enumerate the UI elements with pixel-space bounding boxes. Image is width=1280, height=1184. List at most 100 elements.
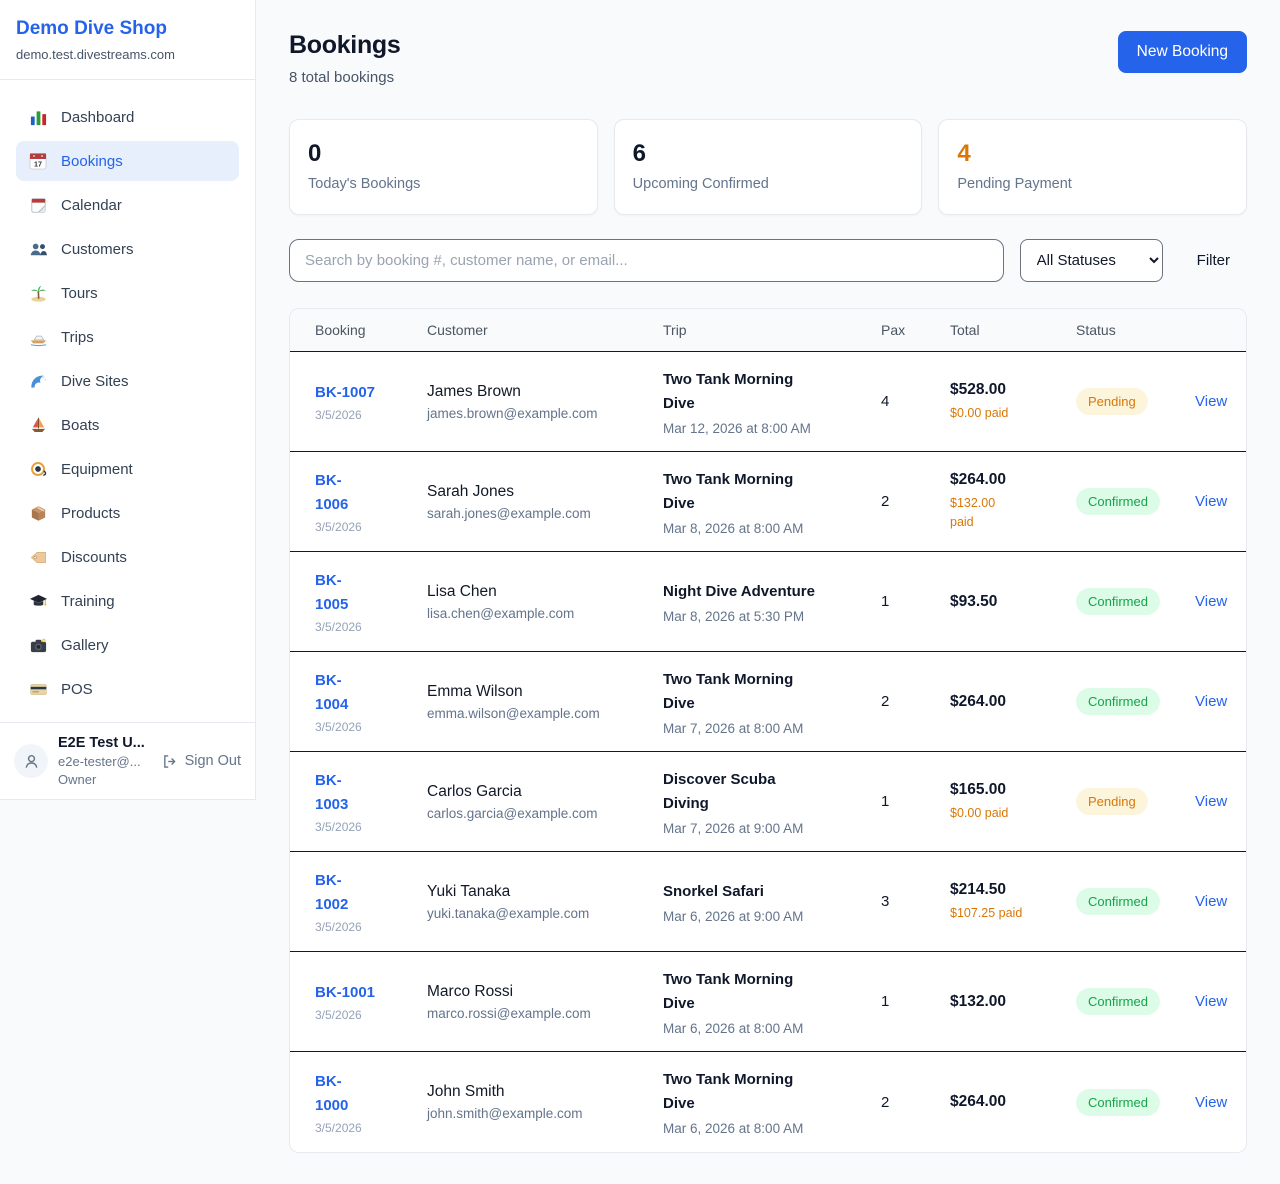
view-link[interactable]: View bbox=[1195, 793, 1228, 810]
customer-email: sarah.jones@example.com bbox=[427, 505, 591, 521]
table-row: BK- 1006 3/5/2026 Sarah Jones sarah.jones@e… bbox=[290, 452, 1246, 552]
view-link[interactable]: View bbox=[1195, 393, 1228, 410]
grad-cap-icon bbox=[28, 591, 48, 611]
user-name: E2E Test U... bbox=[58, 735, 145, 751]
sidebar-item-boats[interactable]: Boats bbox=[16, 405, 239, 445]
trip-datetime: Mar 6, 2026 at 9:00 AM bbox=[663, 908, 804, 924]
view-link[interactable]: View bbox=[1195, 693, 1228, 710]
sidebar-item-gallery[interactable]: Gallery bbox=[16, 625, 239, 665]
customer-name: Yuki Tanaka bbox=[427, 882, 511, 900]
stat-value: 4 bbox=[957, 140, 971, 167]
customer-email: marco.rossi@example.com bbox=[427, 1005, 591, 1021]
booking-number-link[interactable]: BK- 1005 bbox=[315, 572, 349, 613]
status-cell: Confirmed bbox=[1076, 888, 1195, 915]
view-link[interactable]: View bbox=[1195, 993, 1228, 1010]
customer-cell: Lisa Chen lisa.chen@example.com bbox=[427, 583, 663, 621]
status-filter-select[interactable]: All Statuses bbox=[1019, 239, 1163, 282]
island-icon bbox=[28, 283, 48, 303]
status-badge: Pending bbox=[1076, 788, 1148, 815]
sidebar-item-customers[interactable]: Customers bbox=[16, 229, 239, 269]
status-cell: Pending bbox=[1076, 788, 1195, 815]
stat-card-today-s-bookings: 0 Today's Bookings bbox=[289, 119, 598, 215]
new-booking-button[interactable]: New Booking bbox=[1117, 31, 1247, 73]
sidebar-item-calendar[interactable]: Calendar bbox=[16, 185, 239, 225]
sidebar-item-tours[interactable]: Tours bbox=[16, 273, 239, 313]
sidebar-item-trips[interactable]: Trips bbox=[16, 317, 239, 357]
total-cell: $165.00 $0.00 paid bbox=[950, 781, 1076, 823]
booking-number-link[interactable]: BK- 1002 bbox=[315, 872, 349, 913]
filter-button[interactable]: Filter bbox=[1196, 252, 1230, 269]
sidebar-item-pos[interactable]: POS bbox=[16, 669, 239, 709]
view-link[interactable]: View bbox=[1195, 593, 1228, 610]
sidebar-header: Demo Dive Shop demo.test.divestreams.com bbox=[0, 0, 255, 80]
sidebar-item-bookings[interactable]: 17 Bookings bbox=[16, 141, 239, 181]
paid-amount: $107.25 paid bbox=[950, 905, 1023, 920]
booking-date: 3/5/2026 bbox=[315, 820, 362, 834]
customer-email: james.brown@example.com bbox=[427, 405, 598, 421]
page-header: Bookings 8 total bookings New Booking bbox=[289, 31, 1247, 86]
sidebar-nav: Dashboard 17 Bookings Calendar Customers Tour… bbox=[0, 80, 255, 722]
booking-cell: BK- 1004 3/5/2026 bbox=[315, 669, 427, 734]
trip-datetime: Mar 6, 2026 at 8:00 AM bbox=[663, 1121, 804, 1136]
total-cell: $264.00 $132.00 paid bbox=[950, 471, 1076, 532]
sidebar-item-discounts[interactable]: Discounts bbox=[16, 537, 239, 577]
view-link[interactable]: View bbox=[1195, 1093, 1228, 1111]
table-row: BK- 1002 3/5/2026 Yuki Tanaka yuki.tanaka@e… bbox=[290, 852, 1246, 952]
user-info: E2E Test U... e2e-tester@... Owner bbox=[58, 735, 151, 787]
booking-cell: BK- 1003 3/5/2026 bbox=[315, 769, 427, 834]
sidebar-item-products[interactable]: Products bbox=[16, 493, 239, 533]
status-cell: Pending bbox=[1076, 388, 1195, 415]
paid-amount: $132.00 paid bbox=[950, 496, 996, 529]
customer-cell: Yuki Tanaka yuki.tanaka@example.com bbox=[427, 883, 663, 921]
sidebar-item-label: Bookings bbox=[61, 152, 123, 170]
booking-cell: BK- 1005 3/5/2026 bbox=[315, 569, 427, 634]
svg-text:17: 17 bbox=[34, 160, 42, 169]
total-cell: $214.50 $107.25 paid bbox=[950, 881, 1076, 923]
sidebar-item-dashboard[interactable]: Dashboard bbox=[16, 97, 239, 137]
column-header-total: Total bbox=[950, 322, 980, 338]
trip-datetime: Mar 7, 2026 at 9:00 AM bbox=[663, 820, 804, 836]
booking-cell: BK- 1002 3/5/2026 bbox=[315, 869, 427, 934]
booking-cell: BK- 1006 3/5/2026 bbox=[315, 469, 427, 534]
status-badge: Confirmed bbox=[1076, 588, 1160, 615]
booking-date: 3/5/2026 bbox=[315, 408, 362, 422]
booking-number-link[interactable]: BK- 1006 bbox=[315, 472, 349, 513]
sidebar-item-dive-sites[interactable]: Dive Sites bbox=[16, 361, 239, 401]
booking-number-link[interactable]: BK-1001 bbox=[315, 984, 376, 1001]
trip-datetime: Mar 8, 2026 at 5:30 PM bbox=[663, 608, 805, 624]
search-input[interactable] bbox=[289, 239, 1004, 282]
sidebar-item-label: POS bbox=[61, 680, 93, 698]
booking-number-link[interactable]: BK- 1003 bbox=[315, 772, 349, 813]
sidebar-item-label: Trips bbox=[61, 328, 94, 346]
booking-number-link[interactable]: BK-1007 bbox=[315, 384, 376, 401]
pax-count: 2 bbox=[881, 493, 890, 510]
customer-name: Carlos Garcia bbox=[427, 782, 522, 800]
credit-card-icon bbox=[28, 679, 48, 699]
view-link[interactable]: View bbox=[1195, 893, 1228, 910]
view-link[interactable]: View bbox=[1195, 493, 1228, 510]
customer-cell: John Smith john.smith@example.com bbox=[427, 1083, 663, 1121]
trip-name: Two Tank Morning Dive bbox=[663, 670, 794, 712]
customer-cell: Sarah Jones sarah.jones@example.com bbox=[427, 483, 663, 521]
booking-cell: BK-1001 3/5/2026 bbox=[315, 981, 427, 1022]
trip-cell: Snorkel Safari Mar 6, 2026 at 9:00 AM bbox=[663, 880, 881, 924]
sidebar-item-training[interactable]: Training bbox=[16, 581, 239, 621]
total-amount: $214.50 bbox=[950, 880, 1007, 898]
sidebar-item-equipment[interactable]: Equipment bbox=[16, 449, 239, 489]
dive-mask-icon bbox=[28, 459, 48, 479]
stat-label: Today's Bookings bbox=[308, 176, 421, 192]
sidebar-item-label: Dashboard bbox=[61, 108, 135, 126]
sign-out-icon bbox=[161, 753, 178, 770]
user-section: E2E Test U... e2e-tester@... Owner Sign … bbox=[0, 722, 255, 799]
sign-out-label: Sign Out bbox=[184, 753, 241, 769]
booking-date: 3/5/2026 bbox=[315, 620, 362, 634]
status-badge: Confirmed bbox=[1076, 488, 1160, 515]
booking-number-link[interactable]: BK- 1004 bbox=[315, 672, 349, 713]
status-cell: Confirmed bbox=[1076, 688, 1195, 715]
status-cell: Confirmed bbox=[1076, 488, 1195, 515]
people-icon bbox=[28, 239, 48, 259]
sign-out-button[interactable]: Sign Out bbox=[161, 753, 241, 770]
trip-name: Two Tank Morning Dive bbox=[663, 370, 794, 412]
column-header-booking: Booking bbox=[315, 322, 366, 338]
booking-number-link[interactable]: BK- 1000 bbox=[315, 1072, 349, 1114]
